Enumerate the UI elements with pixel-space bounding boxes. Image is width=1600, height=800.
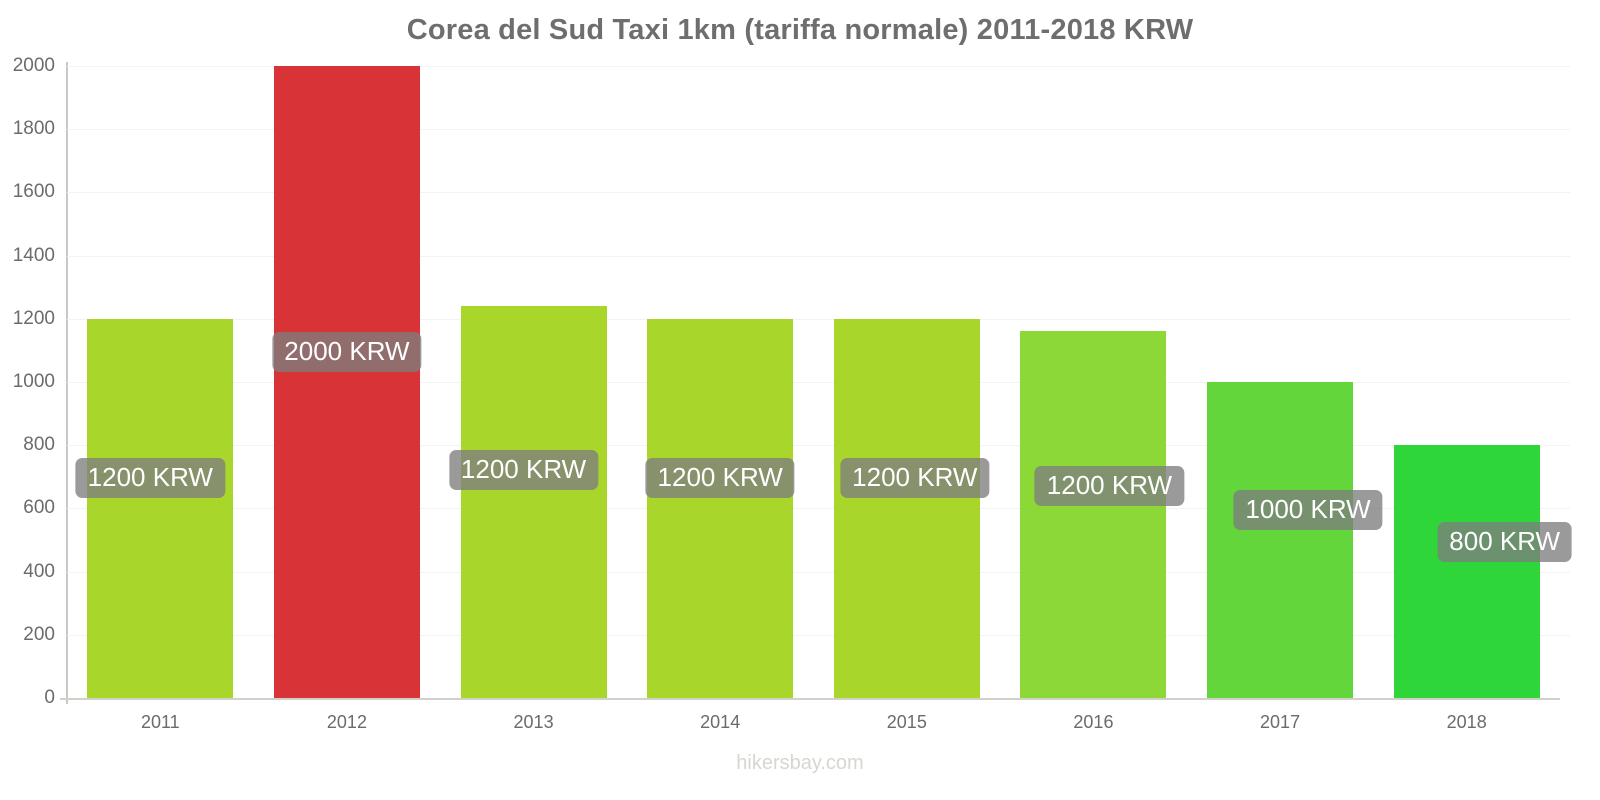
gridline bbox=[67, 508, 1570, 510]
bar-value-label-2017: 1000 KRW bbox=[1233, 490, 1383, 530]
footer-credit: hikersbay.com bbox=[736, 752, 864, 774]
gridline bbox=[67, 66, 1570, 67]
bar-2017[interactable] bbox=[1207, 382, 1354, 698]
gridline bbox=[67, 129, 1570, 131]
x-axis-tick-label: 2016 bbox=[1073, 712, 1114, 732]
bar-value-label-2014: 1200 KRW bbox=[645, 458, 795, 498]
bar-value-label-2012: 2000 KRW bbox=[272, 332, 422, 372]
bar-2015[interactable] bbox=[833, 318, 980, 698]
y-axis-tick-label: 600 bbox=[23, 497, 55, 519]
bar-2013[interactable] bbox=[460, 306, 607, 698]
bar-value-label-2013: 1200 KRW bbox=[448, 450, 599, 490]
x-axis-tick-label: 2012 bbox=[326, 712, 367, 732]
bar-value-label-2015: 1200 KRW bbox=[840, 458, 990, 498]
y-axis-tick-label: 1000 bbox=[12, 371, 55, 392]
gridline bbox=[67, 255, 1570, 257]
x-axis-tick-label: 2017 bbox=[1260, 712, 1301, 732]
x-axis-tick-label: 2011 bbox=[140, 712, 180, 732]
gridline bbox=[67, 192, 1570, 194]
x-axis-tick-label: 2014 bbox=[700, 712, 741, 732]
y-axis-tick-label: 1200 bbox=[12, 307, 55, 329]
x-axis-line bbox=[60, 698, 1560, 700]
y-axis-tick-label: 800 bbox=[23, 434, 55, 456]
bar-2016[interactable] bbox=[1020, 331, 1167, 698]
bar-value-label-2018: 800 KRW bbox=[1437, 522, 1573, 562]
bar-2012[interactable] bbox=[273, 66, 420, 698]
plot-area bbox=[67, 66, 1560, 698]
y-axis-tick-label: 1800 bbox=[12, 118, 55, 140]
y-axis-line bbox=[66, 62, 68, 704]
bar-2014[interactable] bbox=[647, 318, 794, 698]
gridline bbox=[67, 634, 1570, 636]
gridline bbox=[67, 318, 1570, 320]
bar-2011[interactable] bbox=[87, 318, 234, 698]
y-axis-tick-label: 2000 bbox=[12, 55, 55, 76]
y-axis-tick-label: 1400 bbox=[12, 244, 55, 266]
y-axis-tick-label: 200 bbox=[23, 623, 55, 645]
y-axis-tick-label: 400 bbox=[23, 560, 55, 582]
bar-value-label-2011: 1200 KRW bbox=[75, 458, 225, 498]
gridline bbox=[67, 382, 1570, 383]
y-axis-tick-label: 1600 bbox=[12, 181, 55, 203]
gridline bbox=[67, 445, 1570, 447]
bar-2018[interactable] bbox=[1393, 445, 1540, 698]
bar-value-label-2016: 1200 KRW bbox=[1034, 466, 1185, 506]
x-axis-tick-label: 2013 bbox=[513, 712, 554, 732]
chart-title: Corea del Sud Taxi 1km (tariffa normale)… bbox=[406, 14, 1194, 46]
x-axis-tick-label: 2018 bbox=[1446, 712, 1487, 732]
y-axis-tick-label: 0 bbox=[44, 687, 55, 708]
gridline bbox=[67, 571, 1570, 573]
x-axis-tick-label: 2015 bbox=[886, 712, 927, 732]
